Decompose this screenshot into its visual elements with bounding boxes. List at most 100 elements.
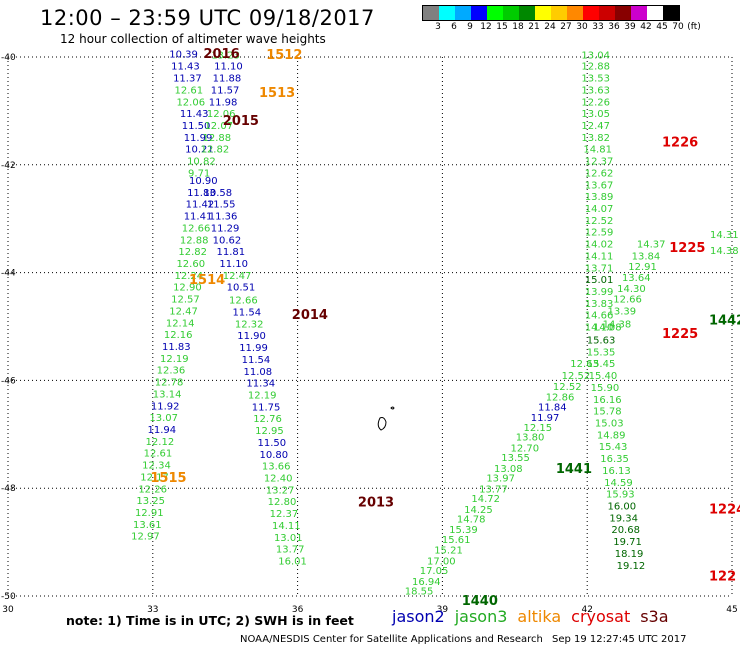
y-tick-label: -44 bbox=[1, 269, 16, 279]
swh-value-label: 12.78 bbox=[155, 378, 184, 389]
swh-value-label: 12.66 bbox=[229, 296, 258, 307]
color-scale-label: 6 bbox=[451, 22, 457, 32]
swh-value-label: 11.41 bbox=[184, 212, 213, 223]
y-tick-label: -40 bbox=[1, 53, 16, 63]
legend-jason2: jason2 bbox=[392, 607, 445, 626]
satellite-legend: jason2 jason3 altika cryosat s3a bbox=[392, 607, 679, 626]
swh-value-label: 13.07 bbox=[149, 413, 178, 424]
color-swatch-10 bbox=[583, 6, 599, 20]
swh-value-label: 13.84 bbox=[632, 251, 661, 262]
swh-value-label: 16.94 bbox=[412, 577, 441, 588]
x-tick-label: 45 bbox=[726, 605, 737, 615]
legend-jason3: jason3 bbox=[454, 607, 508, 626]
swh-value-label: 12.47 bbox=[581, 121, 610, 132]
swh-value-label: 18.19 bbox=[615, 549, 644, 560]
legend-altika: altika bbox=[517, 607, 562, 626]
swh-value-label: 12.88 bbox=[203, 133, 232, 144]
swh-value-label: 12.86 bbox=[546, 393, 575, 404]
swh-value-label: 10.58 bbox=[203, 188, 232, 199]
swh-value-label: 12.36 bbox=[157, 366, 186, 377]
swh-value-label: 12.16 bbox=[164, 330, 193, 341]
swh-value-label: 14.78 bbox=[457, 514, 486, 525]
swh-value-label: 12.37 bbox=[270, 509, 299, 520]
swh-value-label: 11.99 bbox=[184, 133, 213, 144]
swh-value-label: 12.24 bbox=[175, 271, 204, 282]
pass-time-tag: 1224 bbox=[709, 502, 740, 517]
swh-value-label: 11.92 bbox=[151, 401, 180, 412]
swh-value-label: 12.82 bbox=[201, 145, 230, 156]
color-swatch-5 bbox=[503, 6, 519, 20]
color-scale-label: (ft) bbox=[687, 22, 701, 32]
swh-value-label: 11.83 bbox=[162, 342, 191, 353]
swh-value-label: 12.17 bbox=[140, 472, 169, 483]
swh-value-label: 11.97 bbox=[531, 413, 560, 424]
swh-value-label: 15.43 bbox=[599, 442, 628, 453]
swh-value-label: 11.43 bbox=[180, 109, 209, 120]
swh-value-label: 15.21 bbox=[434, 546, 463, 557]
x-tick-label: 36 bbox=[292, 605, 304, 615]
swh-value-label: 13.89 bbox=[585, 192, 614, 203]
swh-value-label: 11.10 bbox=[214, 62, 243, 73]
footer-note: note: 1) Time is in UTC; 2) SWH is in fe… bbox=[66, 613, 354, 628]
swh-value-label: 12.88 bbox=[180, 235, 209, 246]
pass-time-tag: 1514 bbox=[189, 273, 225, 288]
swh-value-label: 12.66 bbox=[182, 223, 211, 234]
swh-value-label: 19.71 bbox=[613, 537, 642, 548]
color-scale-labels: 3 6 9 12 15 18 21 24 27 30 33 36 39 42 45 70 (ft) bbox=[422, 22, 726, 34]
color-scale-label: 27 bbox=[560, 22, 572, 32]
swh-value-label: 13.97 bbox=[486, 473, 515, 484]
swh-value-label: 12.47 bbox=[223, 271, 252, 282]
color-scale-bar bbox=[422, 5, 680, 21]
swh-value-label: 19.34 bbox=[609, 513, 638, 524]
color-swatch-13 bbox=[631, 6, 647, 20]
swh-value-label: 10.82 bbox=[187, 157, 216, 168]
swh-value-label: 11.57 bbox=[211, 85, 240, 96]
swh-value-label: 14.31 bbox=[710, 230, 739, 241]
swh-value-label: 12.06 bbox=[176, 97, 205, 108]
swh-value-label: 10.80 bbox=[259, 450, 288, 461]
swh-value-label: 13.05 bbox=[581, 109, 610, 120]
swh-value-label: 12.62 bbox=[585, 168, 614, 179]
color-scale-label: 21 bbox=[528, 22, 540, 32]
legend-s3a: s3a bbox=[640, 607, 669, 626]
swh-labels: 10.3911.4311.3712.6112.0611.4311.5011.99… bbox=[131, 47, 740, 609]
y-tick-label: -42 bbox=[1, 161, 16, 171]
swh-value-label: 14.81 bbox=[583, 145, 612, 156]
color-scale-label: 24 bbox=[544, 22, 556, 32]
swh-value-label: 14.10 bbox=[585, 323, 614, 334]
color-scale-label: 39 bbox=[624, 22, 636, 32]
swh-value-label: 12.15 bbox=[523, 423, 552, 434]
swh-value-label: 12.61 bbox=[144, 449, 173, 460]
swh-value-label: 12.63 bbox=[570, 359, 599, 370]
swh-value-label: 13.99 bbox=[585, 287, 614, 298]
x-tick-label: 30 bbox=[2, 605, 14, 615]
swh-value-label: 11.81 bbox=[217, 247, 246, 258]
swh-value-label: 13.83 bbox=[585, 299, 614, 310]
color-swatch-0 bbox=[423, 6, 439, 20]
swh-value-label: 11.88 bbox=[213, 74, 242, 85]
swh-value-label: 12.37 bbox=[585, 157, 614, 168]
swh-value-label: 12.06 bbox=[207, 109, 236, 120]
swh-value-label: 12.26 bbox=[581, 97, 610, 108]
swh-value-label: 12.52 bbox=[553, 382, 582, 393]
color-swatch-11 bbox=[599, 6, 615, 20]
swh-value-label: 10.62 bbox=[213, 235, 242, 246]
swh-value-label: 11.94 bbox=[147, 425, 176, 436]
swh-value-label: 14.38 bbox=[710, 246, 739, 257]
color-swatch-4 bbox=[487, 6, 503, 20]
swh-value-label: 12.19 bbox=[248, 390, 277, 401]
swh-value-label: 13.67 bbox=[585, 180, 614, 191]
map-grid bbox=[7, 56, 733, 597]
page-subtitle: 12 hour collection of altimeter wave hei… bbox=[60, 32, 326, 46]
swh-value-label: 16.13 bbox=[602, 466, 631, 477]
swh-value-label: 14.37 bbox=[637, 240, 666, 251]
swh-value-label: 12.60 bbox=[176, 259, 205, 270]
swh-value-label: 14.11 bbox=[272, 521, 301, 532]
swh-value-label: 15.39 bbox=[449, 525, 478, 536]
swh-value-label: 11.10 bbox=[219, 259, 248, 270]
swh-value-label: 13.55 bbox=[501, 453, 530, 464]
color-scale-label: 12 bbox=[480, 22, 492, 32]
swh-value-label: 16.00 bbox=[607, 502, 636, 513]
swh-value-label: 15.35 bbox=[587, 347, 616, 358]
swh-value-label: 10.21 bbox=[185, 145, 214, 156]
